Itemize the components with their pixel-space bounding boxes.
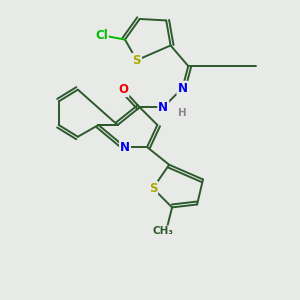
Text: N: N	[177, 82, 188, 95]
Text: N: N	[158, 101, 168, 114]
Text: O: O	[118, 83, 128, 96]
Text: H: H	[178, 108, 187, 118]
Text: Cl: Cl	[95, 29, 108, 42]
Text: N: N	[120, 141, 130, 154]
Text: S: S	[133, 54, 141, 67]
Text: S: S	[149, 182, 157, 195]
Text: CH₃: CH₃	[153, 226, 174, 236]
